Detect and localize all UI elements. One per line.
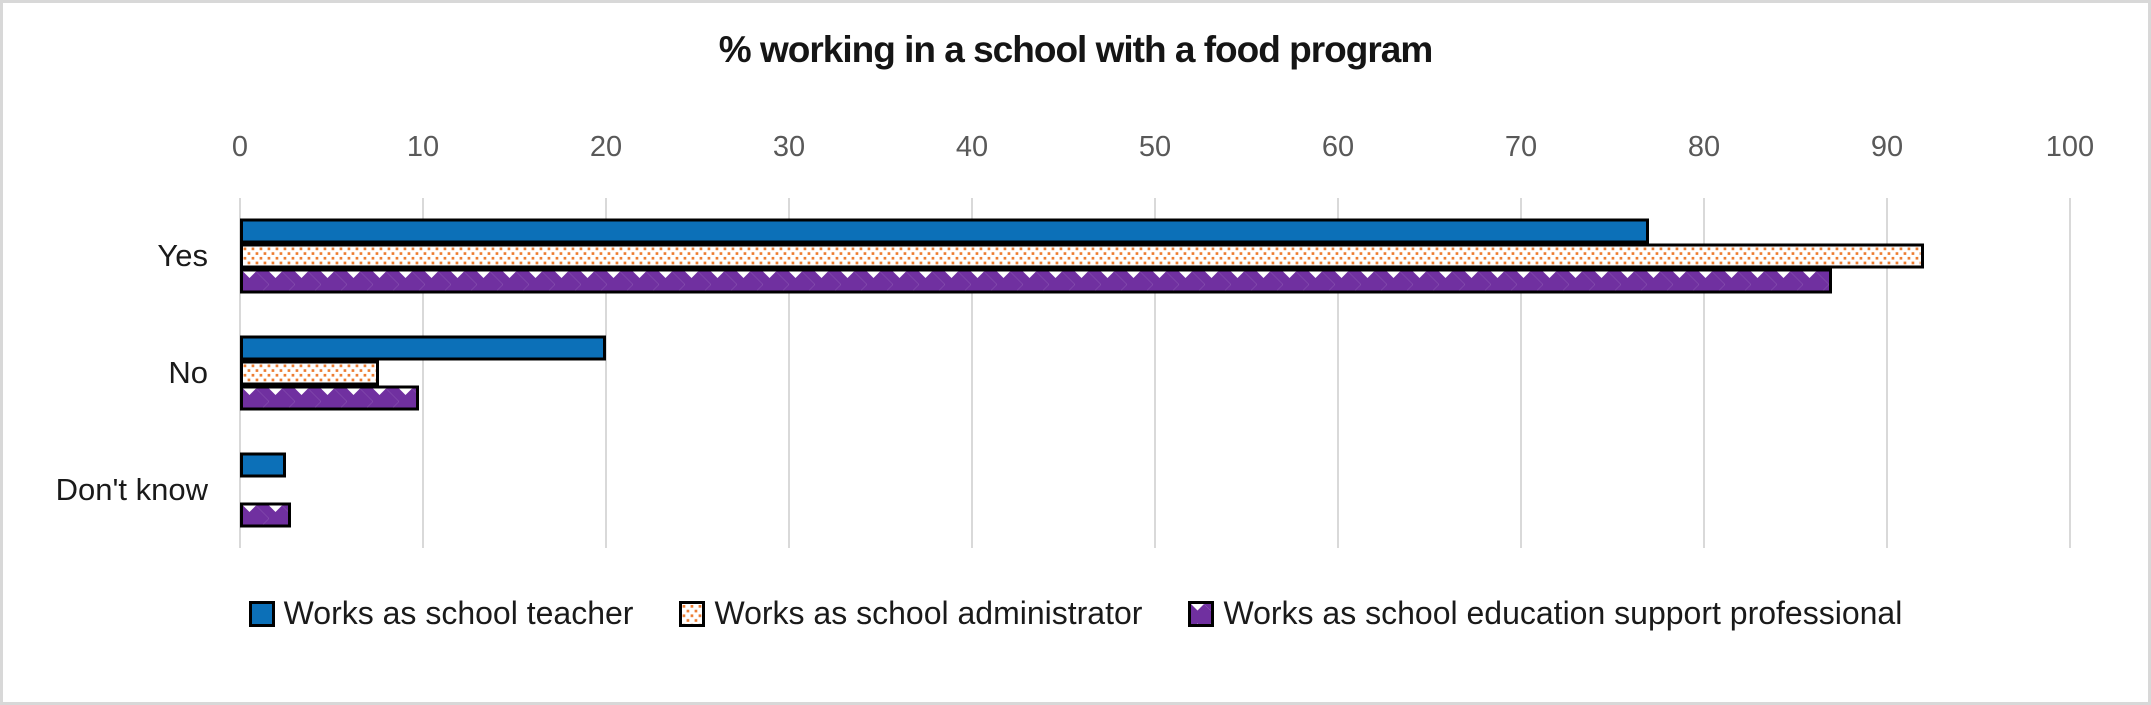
x-tick-label-40: 40 xyxy=(955,131,989,163)
plot-area xyxy=(239,198,2071,548)
legend-swatch-administrator-icon xyxy=(679,600,706,627)
x-tick-label-10: 10 xyxy=(406,131,440,163)
legend-item-teacher: Works as school teacher xyxy=(248,595,634,632)
legend-item-support-professional: Works as school education support profes… xyxy=(1188,595,1902,632)
x-tick-label-50: 50 xyxy=(1138,131,1172,163)
bar-administrator-yes xyxy=(240,243,1924,269)
bar-slot-teacher-yes xyxy=(240,218,2070,244)
bars-stack-no xyxy=(240,335,2070,411)
gridline-40 xyxy=(971,198,973,548)
legend-label-support-professional: Works as school education support profes… xyxy=(1223,595,1903,631)
legend-label-administrator: Works as school administrator xyxy=(714,595,1143,631)
bar-slot-administrator-yes xyxy=(240,243,2070,269)
bar-support-professional-yes xyxy=(240,268,1833,294)
gridline-100 xyxy=(2069,198,2071,548)
legend-swatch-teacher-icon xyxy=(248,600,275,627)
category-axis: Yes No Don't know xyxy=(3,198,208,548)
x-tick-label-30: 30 xyxy=(772,131,806,163)
bar-slot-support-professional-don-t-know xyxy=(240,502,2070,528)
bar-teacher-yes xyxy=(240,218,1650,244)
gridline-50 xyxy=(1154,198,1156,548)
bar-slot-teacher-no xyxy=(240,335,2070,361)
x-tick-label-100: 100 xyxy=(2045,131,2095,163)
gridline-80 xyxy=(1703,198,1705,548)
bars-stack-don-t-know xyxy=(240,452,2070,528)
bar-slot-administrator-no xyxy=(240,360,2070,386)
x-tick-label-70: 70 xyxy=(1504,131,1538,163)
gridline-60 xyxy=(1337,198,1339,548)
chart-title: % working in a school with a food progra… xyxy=(718,29,1433,70)
legend-item-administrator: Works as school administrator xyxy=(679,595,1142,632)
bar-teacher-don-t-know xyxy=(240,452,286,478)
bar-teacher-no xyxy=(240,335,606,361)
bar-slot-support-professional-yes xyxy=(240,268,2070,294)
category-label-yes: Yes xyxy=(157,238,208,274)
gridline-20 xyxy=(605,198,607,548)
gridline-30 xyxy=(788,198,790,548)
gridline-10 xyxy=(422,198,424,548)
bar-support-professional-no xyxy=(240,385,420,411)
gridline-90 xyxy=(1886,198,1888,548)
bar-administrator-no xyxy=(240,360,380,386)
category-band-no xyxy=(240,315,2070,432)
x-tick-label-90: 90 xyxy=(1870,131,1904,163)
x-tick-label-60: 60 xyxy=(1321,131,1355,163)
bar-slot-administrator-don-t-know xyxy=(240,477,2070,502)
category-label-no: No xyxy=(168,354,208,390)
gridline-70 xyxy=(1520,198,1522,548)
bar-slot-support-professional-no xyxy=(240,385,2070,411)
bar-slot-teacher-don-t-know xyxy=(240,452,2070,478)
bars-layer xyxy=(240,198,2070,548)
category-label-don-t-know: Don't know xyxy=(55,471,208,507)
bar-support-professional-don-t-know xyxy=(240,502,292,528)
category-band-yes xyxy=(240,198,2070,315)
bars-stack-yes xyxy=(240,218,2070,294)
x-axis: 0 10 20 30 40 50 60 70 80 90 100 xyxy=(232,131,2094,171)
x-tick-label-80: 80 xyxy=(1687,131,1721,163)
legend-swatch-support-professional-icon xyxy=(1188,600,1215,627)
legend-label-teacher: Works as school teacher xyxy=(283,595,634,631)
category-band-don-t-know xyxy=(240,431,2070,548)
x-tick-label-20: 20 xyxy=(589,131,623,163)
x-tick-label-0: 0 xyxy=(231,131,249,163)
legend: Works as school teacher Works as school a… xyxy=(3,595,2148,632)
